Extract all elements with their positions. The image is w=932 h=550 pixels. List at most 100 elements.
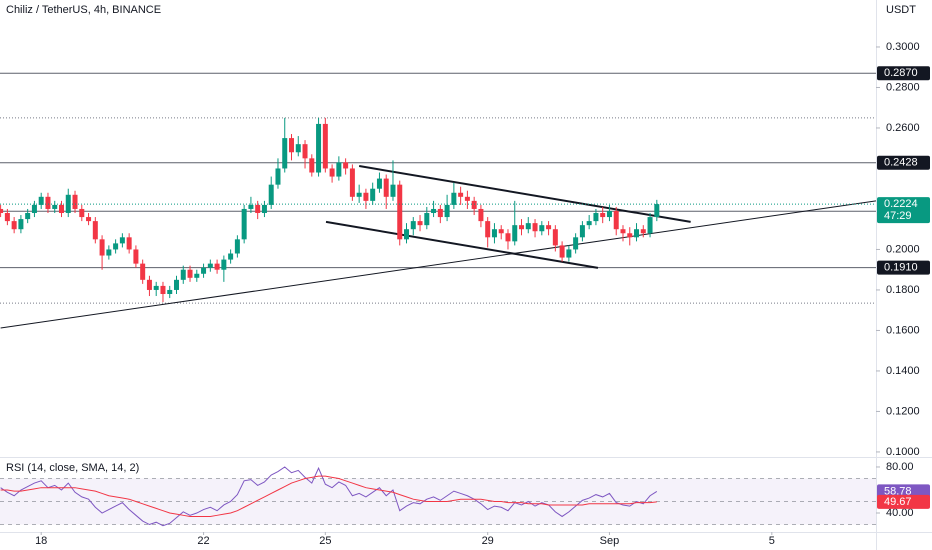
candle-body <box>261 204 267 214</box>
rsi-value-label-box <box>877 494 930 509</box>
candle-body <box>579 225 585 238</box>
candle-body <box>99 239 105 256</box>
candle-body <box>275 168 281 185</box>
candle-body <box>11 221 17 230</box>
candle-body <box>234 239 240 254</box>
candle-body <box>471 200 477 209</box>
candle-body <box>376 178 382 189</box>
level-label-box <box>877 66 930 81</box>
y-tick-label: 0.2800 <box>886 81 920 93</box>
candle-body <box>600 213 606 218</box>
candle-body <box>451 192 457 205</box>
y-tick-label: 0.1400 <box>886 365 920 377</box>
candle-body <box>113 243 119 250</box>
x-tick-label: 18 <box>35 535 47 547</box>
candle-body <box>25 213 31 220</box>
rsi-tick-label: 40.00 <box>886 507 914 519</box>
chart-title: Chiliz / TetherUS, 4h, BINANCE <box>6 4 161 16</box>
x-tick-label: 29 <box>482 535 494 547</box>
candle-body <box>546 225 552 230</box>
candle-body <box>606 210 612 218</box>
candle-body <box>201 267 207 274</box>
candle-body <box>390 184 396 197</box>
rsi-value-label: 58.78 <box>884 485 912 497</box>
candle-body <box>180 269 186 280</box>
candle-body <box>133 249 139 264</box>
candle-body <box>248 204 254 209</box>
candle-body <box>38 196 44 205</box>
candle-body <box>491 229 497 238</box>
candle-body <box>613 210 619 230</box>
level-label: 0.2870 <box>884 67 918 79</box>
y-tick-label: 0.1000 <box>886 446 920 458</box>
candle-body <box>79 208 85 218</box>
candle-body <box>397 184 403 240</box>
x-tick-label: 5 <box>769 535 775 547</box>
candle-body <box>65 194 71 214</box>
candle-body <box>72 194 78 209</box>
candle-body <box>18 219 24 230</box>
candle-body <box>478 208 484 222</box>
y-tick-label: 0.1800 <box>886 284 920 296</box>
candle-body <box>383 178 389 197</box>
candle-body <box>627 233 633 238</box>
candle-body <box>92 221 98 240</box>
candle-body <box>302 144 308 159</box>
candle-body <box>329 168 335 177</box>
currency: USDT <box>886 4 916 16</box>
candle-body <box>45 196 51 209</box>
candle-body <box>322 123 328 169</box>
candle-body <box>640 229 646 234</box>
candle-body <box>464 196 470 201</box>
trendline <box>0 200 877 329</box>
x-tick-label: 25 <box>319 535 331 547</box>
candle-body <box>187 269 193 278</box>
candle-body <box>505 233 511 242</box>
candle-body <box>241 208 247 240</box>
y-tick-label: 0.2000 <box>886 243 920 255</box>
trendline <box>358 165 691 223</box>
candle-body <box>146 279 152 290</box>
candle-body <box>268 184 274 205</box>
candle-body <box>519 225 525 230</box>
rsi-tick-label: 80.00 <box>886 461 914 473</box>
candle-body <box>4 213 10 222</box>
candle-body <box>512 225 518 242</box>
candle-body <box>167 289 173 295</box>
candle-body <box>620 229 626 234</box>
candle-body <box>214 263 220 270</box>
candle-body <box>58 204 64 214</box>
level-label: 0.2428 <box>884 157 918 169</box>
candle-body <box>153 285 159 290</box>
y-tick-label: 0.2600 <box>886 122 920 134</box>
candle-body <box>437 208 443 218</box>
last-price-label: 0.2224 <box>884 198 918 210</box>
candle-body <box>221 259 227 270</box>
x-tick-label: Sep <box>600 535 620 547</box>
countdown: 47:29 <box>884 210 912 222</box>
candle-body <box>126 237 132 250</box>
candle-body <box>255 204 261 214</box>
rsi-value-label: 49.67 <box>884 496 912 508</box>
trendline <box>325 220 599 269</box>
candle-body <box>52 204 58 209</box>
level-label-box <box>877 155 930 170</box>
level-label-box <box>877 260 930 275</box>
candle-body <box>634 229 640 238</box>
candle-body <box>0 208 4 214</box>
candle-body <box>207 263 213 268</box>
candle-body <box>654 204 660 218</box>
last-price-label-box <box>877 197 930 224</box>
y-tick-label: 0.1600 <box>886 324 920 336</box>
candle-body <box>410 221 416 230</box>
candle-body <box>140 263 146 280</box>
candle-body <box>485 221 491 238</box>
candle-body <box>228 253 234 260</box>
candle-body <box>431 208 437 214</box>
candle-body <box>566 249 572 258</box>
candle-body <box>593 213 599 222</box>
candle-body <box>404 229 410 240</box>
level-label: 0.1910 <box>884 262 918 274</box>
candle-body <box>417 221 423 226</box>
